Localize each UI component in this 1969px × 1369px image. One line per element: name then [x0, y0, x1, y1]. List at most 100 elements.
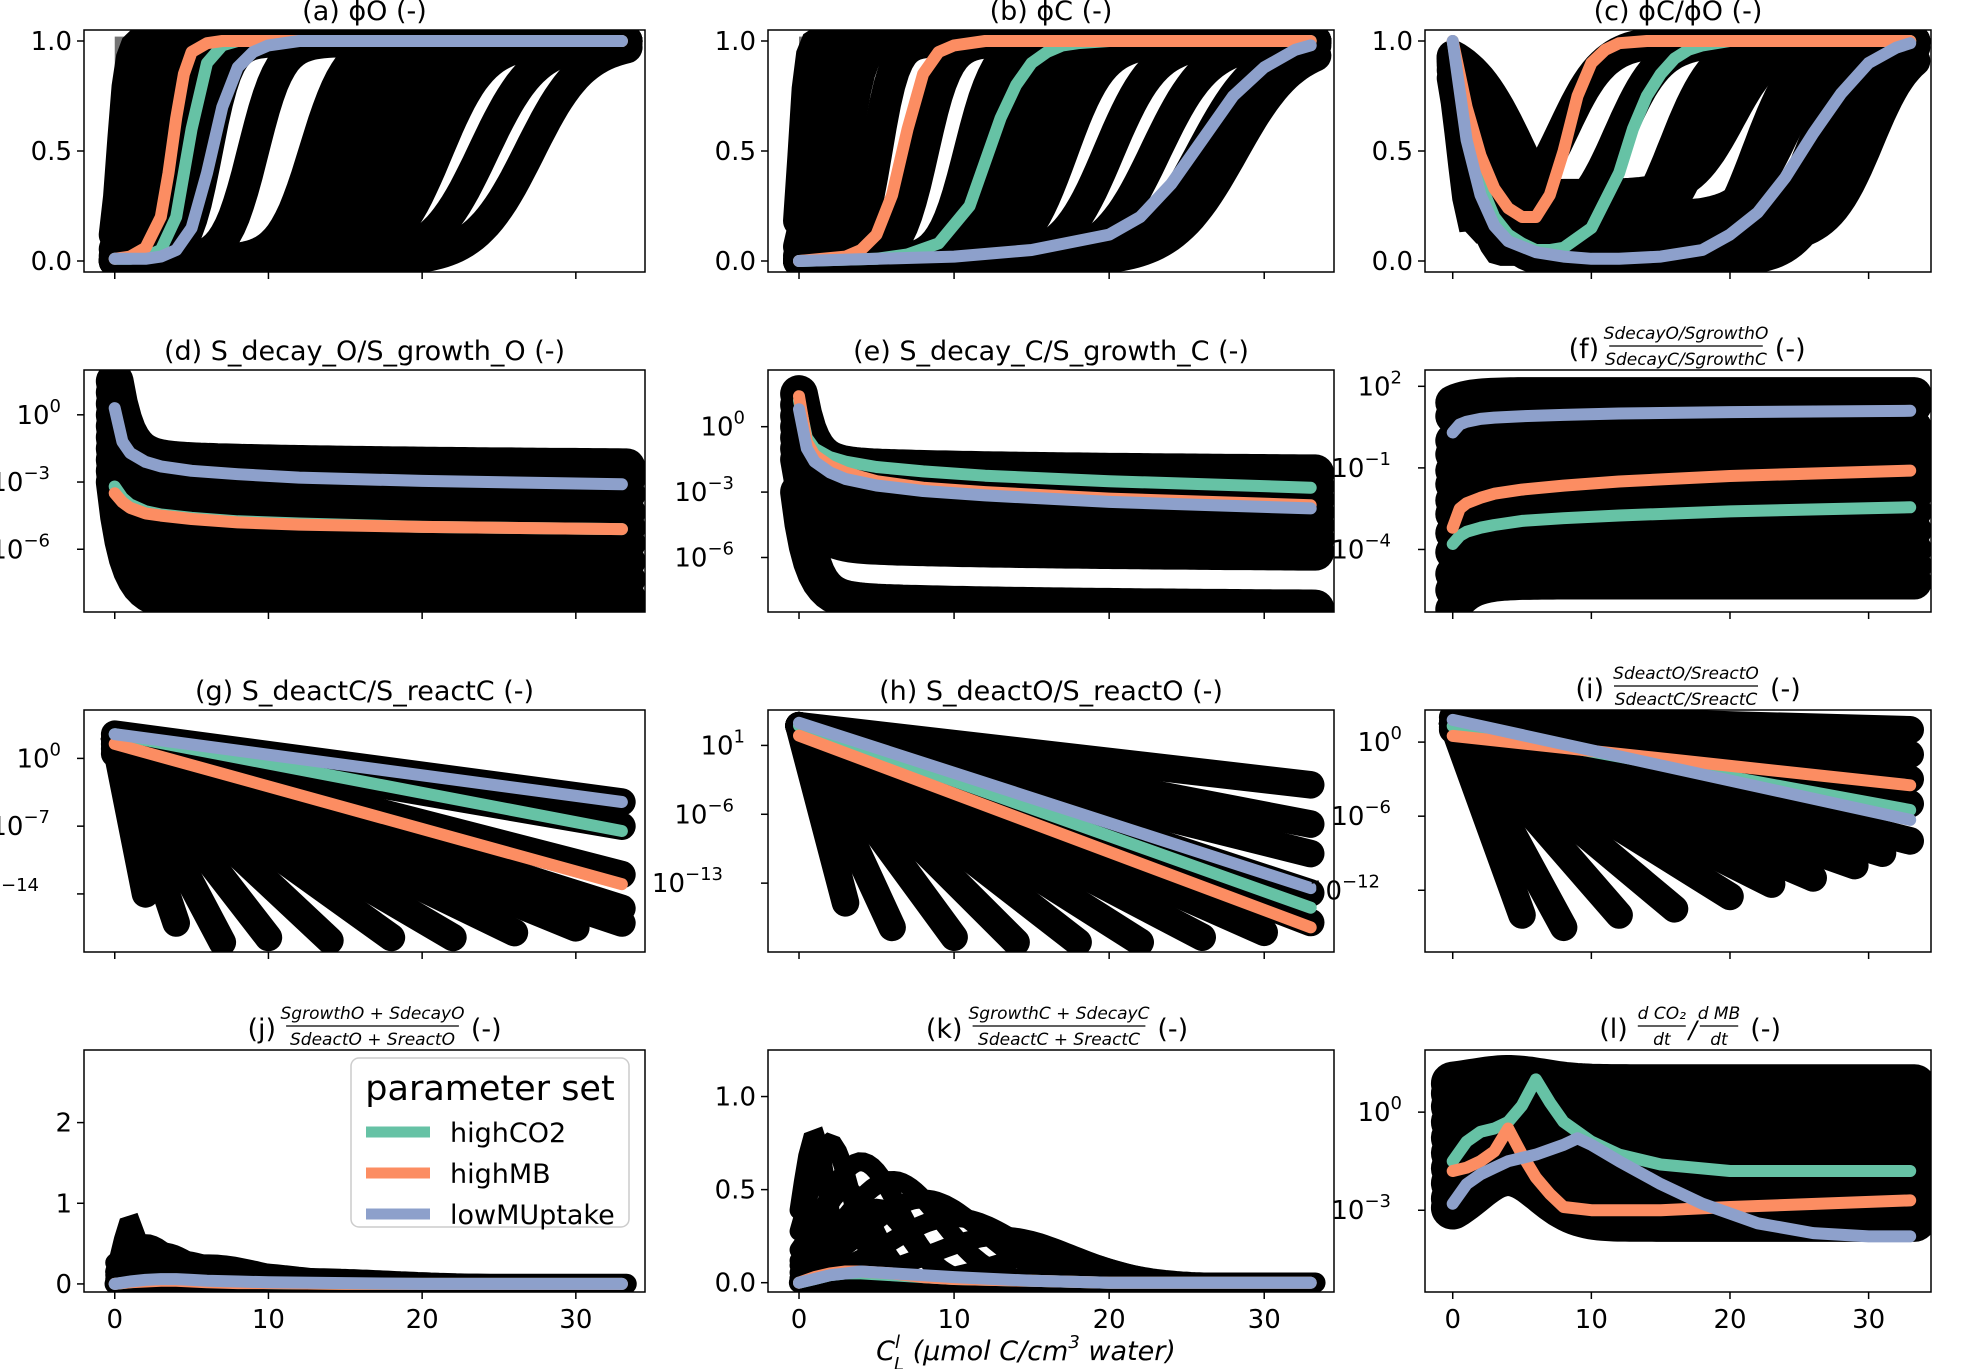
- panel-title-a: (a) ϕO (-): [302, 0, 427, 27]
- x-tick-label-j: 20: [406, 1305, 439, 1335]
- series-line-lowmuptake-i: [1446, 713, 1917, 826]
- panel-g: 100 10−7 10−14 (g) S_deactC/S_reactC (-): [0, 676, 646, 959]
- title-fraction-denominator: dt: [1653, 1030, 1672, 1050]
- plot-area-l: [1430, 1055, 1931, 1243]
- panel-d: 100 10−3 10−6 (d) S_decay_O/S_growth_O (-): [0, 336, 646, 619]
- series-line-highmb-d: [108, 487, 628, 536]
- series-line-lowmuptake-c: [1446, 35, 1917, 265]
- series-line-highmb-i: [1446, 729, 1917, 792]
- y-tick-label-j: 0: [55, 1270, 72, 1300]
- axes-frame-j: [83, 1049, 646, 1293]
- panel-title-prefix: (i): [1575, 674, 1604, 705]
- plot-area-h: [785, 711, 1325, 952]
- legend-label-highmb: highMB: [450, 1159, 551, 1190]
- panel-title-h: (h) S_deactO/S_reactO (-): [879, 676, 1223, 707]
- background-run: [100, 725, 160, 908]
- panel-title-suffix: (-): [1157, 1014, 1188, 1045]
- title-fraction-denominator: dt: [1710, 1030, 1729, 1050]
- series-line-highmb-g: [108, 737, 628, 891]
- x-tick-label-l: 20: [1713, 1305, 1746, 1335]
- background-run: [1430, 1152, 1931, 1242]
- x-tick-label-k: 20: [1093, 1305, 1126, 1335]
- y-tick-label-b: 1.0: [715, 27, 756, 57]
- title-fraction-numerator: SdeactO/SreactO: [1613, 664, 1759, 684]
- title-fraction-denominator: SdeactO + SreactO: [290, 1030, 455, 1050]
- background-runs-f: [1435, 377, 1931, 612]
- y-tick-label-h: 10−6: [674, 795, 734, 830]
- x-tick-label-j: 30: [559, 1305, 592, 1335]
- legend-box: [350, 1057, 630, 1228]
- series-line-lowmuptake-g: [108, 728, 628, 808]
- panel-c: 0.0 0.5 1.0 (c) ϕC/ϕO (-): [1372, 0, 1932, 279]
- legend-label-highco2: highCO2: [450, 1118, 566, 1149]
- plot-area-g: [100, 720, 636, 952]
- axes-frame-f: [1424, 369, 1932, 613]
- y-tick-label-g: 100: [16, 739, 61, 774]
- legend-label-lowmuptake: lowMUptake: [450, 1200, 615, 1231]
- y-tick-label-c: 1.0: [1372, 27, 1413, 57]
- background-runs-k: [788, 1126, 1326, 1292]
- panel-title-e: (e) S_decay_C/S_growth_C (-): [853, 336, 1249, 367]
- y-tick-label-i: 10−12: [1309, 871, 1380, 906]
- legend: parameter set highCO2 highMB lowMUptake: [350, 1057, 630, 1231]
- title-fraction-numerator: SgrowthO + SdecayO: [281, 1004, 465, 1024]
- background-run: [780, 440, 1334, 571]
- x-tick-label-l: 30: [1852, 1305, 1885, 1335]
- series-line-highmb-a: [108, 35, 628, 265]
- x-tick-label-j: 10: [252, 1305, 285, 1335]
- background-run: [785, 711, 860, 917]
- title-fraction-numerator: SdecayO/SgrowthO: [1604, 324, 1769, 344]
- series-line-lowmuptake-d: [108, 402, 628, 491]
- panel-title-suffix: (-): [1770, 674, 1801, 705]
- plot-area-i: [1438, 710, 1924, 942]
- background-runs-d: [95, 370, 645, 612]
- x-tick-label-j: 0: [106, 1305, 123, 1335]
- y-tick-label-e: 10−3: [674, 473, 734, 508]
- title-fraction-denominator: SdecayC/SgrowthC: [1605, 350, 1767, 370]
- background-runs-c: [1436, 30, 1931, 272]
- panel-l: 100 10−3 0 10 20 30 (l) d CO₂ dt /d MB dt (-): [1331, 1004, 1932, 1335]
- background-run: [1435, 387, 1931, 434]
- x-tick-label-l: 0: [1444, 1305, 1461, 1335]
- panel-title-prefix: (f): [1569, 334, 1600, 365]
- y-tick-label-c: 0.0: [1372, 247, 1413, 277]
- y-tick-label-d: 100: [16, 396, 61, 431]
- x-tick-label-k: 10: [938, 1305, 971, 1335]
- x-tick-label-k: 30: [1248, 1305, 1281, 1335]
- y-tick-label-i: 10−6: [1331, 797, 1391, 832]
- plot-area-f: [1435, 377, 1931, 612]
- legend-title: parameter set: [365, 1069, 614, 1109]
- panel-title-l: (l) d CO₂ dt /d MB dt (-): [1599, 1004, 1781, 1050]
- background-run: [780, 473, 1334, 612]
- series-line-lowmuptake-k: [793, 1265, 1317, 1289]
- series-line-highmb-l: [1446, 1122, 1917, 1217]
- x-tick-label-l: 10: [1575, 1305, 1608, 1335]
- plot-area-e: [780, 375, 1334, 612]
- background-dense-band: [114, 36, 146, 261]
- series-line-highmb-c: [1446, 35, 1917, 223]
- y-tick-label-j: 2: [55, 1109, 72, 1139]
- panel-title-j: (j) SgrowthO + SdecayO SdeactO + SreactO (-…: [248, 1004, 502, 1050]
- y-tick-label-h: 10−13: [652, 864, 723, 899]
- title-fraction-denominator: SdeactC + SreactC: [978, 1030, 1140, 1050]
- panel-title-k: (k) SgrowthC + SdecayC SdeactC + SreactC (-…: [926, 1004, 1188, 1050]
- panel-f: 102 10−1 10−4 (f) SdecayO/SgrowthO SdecayC/Sg…: [1331, 324, 1932, 619]
- panel-title-g: (g) S_deactC/S_reactC (-): [195, 676, 534, 707]
- panel-a: 0.0 0.5 1.0 (a) ϕO (-): [31, 0, 646, 279]
- panel-title-c: (c) ϕC/ϕO (-): [1594, 0, 1763, 27]
- plot-area-d: [95, 370, 645, 612]
- background-run: [98, 31, 643, 272]
- y-tick-label-j: 1: [55, 1189, 72, 1219]
- panel-title-b: (b) ϕC (-): [990, 0, 1113, 27]
- axes-frame-h: [767, 709, 1335, 953]
- axes-frame-i: [1424, 709, 1932, 953]
- title-fraction-numerator: d MB: [1698, 1004, 1741, 1024]
- series-line-highco2-l: [1446, 1073, 1917, 1177]
- series-line-highmb-h: [793, 729, 1317, 934]
- title-slash: /: [1687, 1016, 1700, 1044]
- panel-title-d: (d) S_decay_O/S_growth_O (-): [164, 336, 565, 367]
- title-fraction-numerator: SgrowthC + SdecayC: [969, 1004, 1150, 1024]
- series-line-highmb-b: [793, 35, 1317, 267]
- plot-area-c: [1436, 30, 1931, 272]
